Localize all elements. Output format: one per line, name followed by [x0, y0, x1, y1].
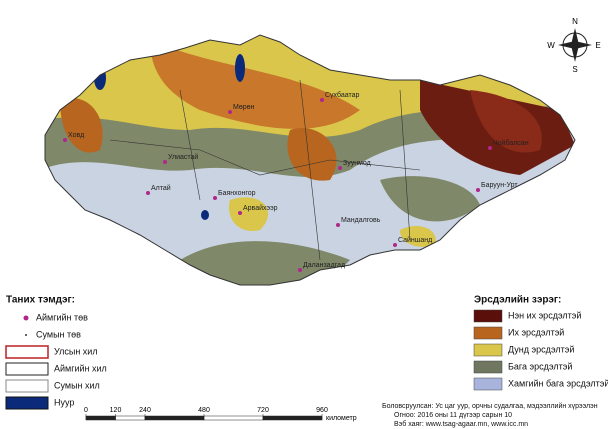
city-label: Улиастай — [168, 153, 198, 161]
scale-segment — [144, 415, 205, 421]
legend-label: Дунд эрсдэлтэй — [508, 344, 574, 354]
legend-label: Их эрсдэлтэй — [508, 327, 564, 337]
scale-label: 720 — [257, 407, 269, 414]
aimag-center — [213, 196, 217, 200]
legend-label: Аймгийн хил — [54, 363, 107, 373]
aimag-center — [163, 160, 167, 164]
city-label: Даланзадгад — [303, 262, 345, 269]
city-label: Арвайхээр — [243, 204, 278, 212]
city-label: Баянхонгор — [218, 190, 256, 197]
aimag-center — [228, 110, 232, 114]
scale-segment — [262, 415, 323, 421]
compass-letter: S — [572, 65, 577, 74]
city-label: Зуунмод — [343, 160, 371, 167]
aimag-center — [238, 211, 242, 215]
legend-swatch — [473, 360, 503, 374]
city-label: Сайншанд — [398, 236, 432, 244]
city-label: Ховд — [68, 132, 84, 139]
compass-letter: E — [595, 41, 600, 50]
legend-swatch — [473, 309, 503, 323]
compass-letter: N — [572, 17, 578, 26]
legend-symbol — [5, 362, 49, 376]
legend-symbol — [5, 396, 49, 410]
aimag-center — [298, 268, 302, 272]
city-label: Мандалговь — [341, 217, 381, 224]
scale-label: 480 — [198, 407, 210, 414]
legend-swatch — [473, 343, 503, 357]
scale-segment — [85, 415, 116, 421]
credit: Вэб хаяг: www.tsag-agaar.mn, www.icc.mn — [394, 420, 528, 428]
credit: Боловсруулсан: Ус цаг уур, орчны судалга… — [382, 402, 598, 410]
aimag-center — [338, 166, 342, 170]
legend-title: Таних тэмдэг: — [6, 295, 75, 306]
scale-segment — [203, 415, 264, 421]
city-label: Алтай — [151, 184, 171, 192]
aimag-center — [320, 98, 324, 102]
legend-swatch — [473, 377, 503, 391]
aimag-center — [488, 146, 492, 150]
compass-letter: W — [547, 41, 555, 50]
scale-unit: километр — [326, 415, 357, 422]
legend-label: Улсын хил — [54, 346, 98, 356]
legend-symbol — [23, 315, 29, 321]
legend-label: Хамгийн бага эрсдэлтэй — [508, 378, 608, 388]
legend-label: Сумын төв — [36, 329, 81, 339]
legend-symbol — [5, 345, 49, 359]
legend-swatch — [473, 326, 503, 340]
aimag-center — [146, 191, 150, 195]
city-label: Баруун-Урт — [481, 182, 518, 189]
city-label: Мөрөн — [233, 104, 255, 111]
city-label: Сүхбаатар — [325, 91, 359, 99]
aimag-center — [476, 188, 480, 192]
legend-label: Нэн их эрсдэлтэй — [508, 310, 581, 320]
legend-title: Эрсдэлийн зэрэг: — [474, 295, 561, 306]
compass: N E S W — [547, 17, 600, 74]
legend-symbol — [25, 334, 27, 336]
aimag-center — [63, 138, 67, 142]
legend-label: Бага эрсдэлтэй — [508, 361, 572, 371]
scale-label: 120 — [110, 407, 122, 414]
city-label: Чойбалсан — [493, 139, 529, 147]
credit: Огноо: 2016 оны 11 дүгээр сарын 10 — [394, 412, 512, 419]
aimag-center — [393, 243, 397, 247]
risk-map — [45, 35, 575, 285]
scale-label: 960 — [316, 407, 328, 414]
aimag-borders — [109, 79, 421, 261]
legend-label: Нуур — [54, 397, 74, 407]
legend-symbol — [5, 379, 49, 393]
aimag-center — [336, 223, 340, 227]
scale-segment — [115, 415, 146, 421]
scale-label: 240 — [139, 407, 151, 414]
legend-label: Аймгийн төв — [36, 312, 88, 322]
legend-label: Сумын хил — [54, 380, 100, 390]
scale-label: 0 — [84, 407, 88, 414]
